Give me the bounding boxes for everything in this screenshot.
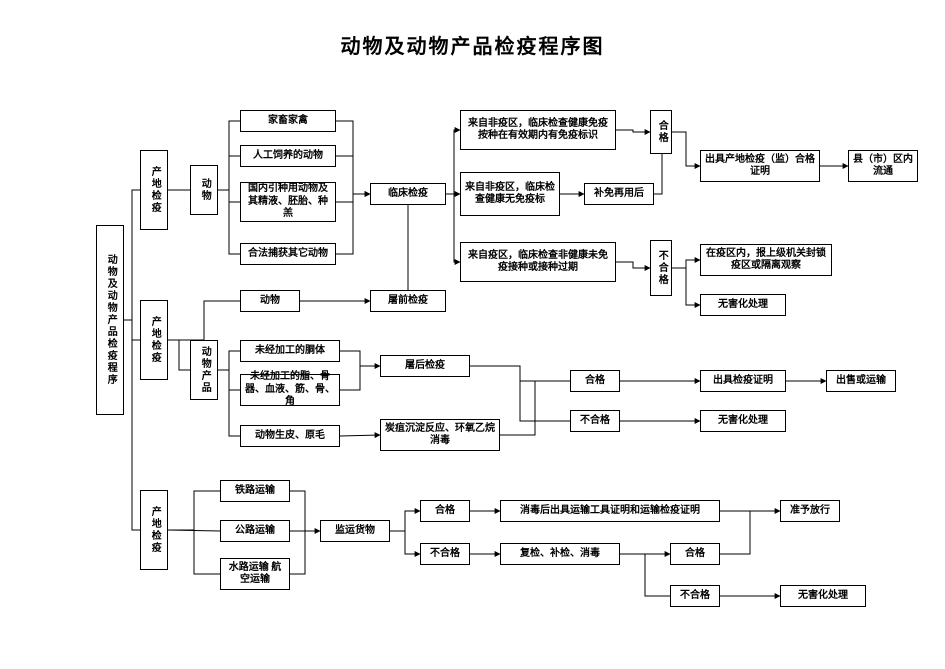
node-dw1: 动物 [190, 165, 218, 215]
node-cjcd: 出具产地检疫（监）合格证明 [700, 150, 820, 182]
node-hg1: 合格 [650, 110, 672, 154]
node-hg3: 合格 [420, 500, 470, 522]
node-gnys: 国内引种用动物及其精液、胚胎、种羔 [240, 182, 336, 222]
node-bhg4: 不合格 [670, 585, 720, 607]
node-cdj3: 产地检疫 [140, 490, 168, 570]
node-jyjw: 监运货物 [320, 520, 390, 542]
node-cjjy: 出具检疫证明 [700, 370, 786, 392]
node-cond2: 来自非疫区，临床检查健康无免疫标 [460, 172, 560, 216]
node-cond3: 来自疫区，临床检查非健康未免疫接种或接种过期 [460, 242, 616, 282]
node-glys: 公路运输 [220, 520, 290, 542]
node-bmzyh: 补免再用后 [584, 183, 654, 205]
node-zyfx: 准予放行 [780, 500, 840, 522]
node-tjcd: 炭疽沉淀反应、环氧乙烷消毒 [380, 419, 500, 451]
node-root: 动物及动物产品检疫程序 [96, 225, 124, 415]
node-whh3: 无害化处理 [780, 585, 866, 607]
node-cond1: 来自非疫区，临床检查健康免疫按种在有效期内有免疫标识 [460, 110, 616, 150]
node-cdj2: 产地检疫 [140, 300, 168, 380]
node-jssc: 家畜家禽 [240, 110, 336, 132]
node-hg4: 合格 [670, 543, 720, 565]
node-dwcp: 动物产品 [190, 340, 218, 400]
node-zyqn: 在疫区内，报上级机关封锁疫区或隔离观察 [700, 244, 832, 276]
node-cdj1: 产地检疫 [140, 150, 168, 230]
node-wjjq2: 未经加工的脂、骨器、血液、筋、骨、角 [240, 374, 340, 406]
node-xdhc: 消毒后出具运输工具证明和运输检疫证明 [500, 500, 720, 522]
node-bhg2: 不合格 [570, 410, 620, 432]
node-whh2: 无害化处理 [700, 410, 786, 432]
node-wjjq: 未经加工的胴体 [240, 340, 340, 362]
node-hg2: 合格 [570, 370, 620, 392]
node-lcjy: 临床检疫 [370, 183, 446, 205]
node-bhg1: 不合格 [650, 240, 672, 296]
node-dw2: 动物 [240, 290, 300, 312]
node-thjy: 屠后检疫 [380, 355, 470, 377]
node-bhg3: 不合格 [420, 543, 470, 565]
node-tlys: 铁路运输 [220, 480, 290, 502]
node-xsnlt: 县（市）区内流通 [848, 150, 918, 182]
diagram-title: 动物及动物产品检疫程序图 [0, 30, 945, 59]
node-tsjy: 屠前检疫 [370, 290, 446, 312]
node-hfbh: 合法捕获其它动物 [240, 243, 336, 265]
node-whh1: 无害化处理 [700, 294, 786, 316]
node-cshys: 出售或运输 [826, 370, 896, 392]
node-slhk: 水路运输 航空运输 [220, 558, 290, 590]
node-rgsy: 人工饲养的动物 [240, 145, 336, 167]
node-dwsp: 动物生皮、原毛 [240, 425, 340, 447]
node-fjbj: 复检、补检、消毒 [500, 543, 620, 565]
flowchart-canvas: 动物及动物产品检疫程序图 动物及动物产品检疫程序产地检疫产地检疫产地检疫动物家畜… [0, 0, 945, 669]
